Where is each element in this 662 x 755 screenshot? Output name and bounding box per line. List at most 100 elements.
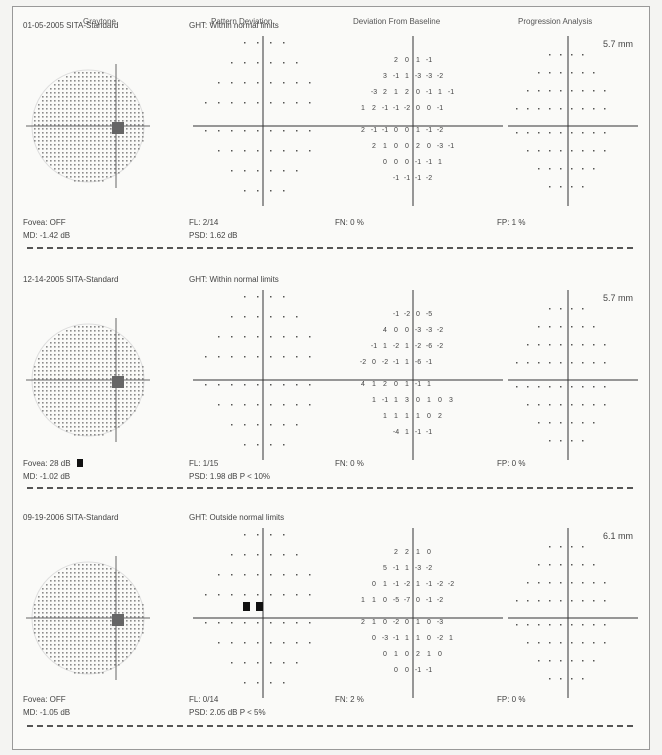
baseline-value: -2 xyxy=(437,343,443,350)
pattern-point xyxy=(257,404,259,406)
pattern-point xyxy=(296,554,298,556)
graytone-dot xyxy=(42,620,44,622)
graytone-dot xyxy=(86,144,88,146)
pattern-point xyxy=(244,336,246,338)
pattern-point xyxy=(309,356,311,358)
graytone-dot xyxy=(58,96,60,98)
baseline-value: 0 xyxy=(405,651,409,658)
graytone-dot xyxy=(94,80,96,82)
graytone-dot xyxy=(46,390,48,392)
graytone-dot xyxy=(82,156,84,158)
graytone-dot xyxy=(54,632,56,634)
graytone-dot xyxy=(38,148,40,150)
graytone-dot xyxy=(66,628,68,630)
graytone-dot xyxy=(114,394,116,396)
graytone-dot xyxy=(122,660,124,662)
graytone-dot xyxy=(78,112,80,114)
graytone-dot xyxy=(66,362,68,364)
graytone-dot xyxy=(62,652,64,654)
graytone-dot xyxy=(122,588,124,590)
graytone-dot xyxy=(126,624,128,626)
graytone-dot xyxy=(78,176,80,178)
graytone-dot xyxy=(82,112,84,114)
graytone-dot xyxy=(98,410,100,412)
graytone-dot xyxy=(58,410,60,412)
graytone-dot xyxy=(94,572,96,574)
pattern-point xyxy=(231,356,233,358)
graytone-dot xyxy=(82,168,84,170)
graytone-dot xyxy=(78,326,80,328)
graytone-dot xyxy=(98,596,100,598)
graytone-dot xyxy=(46,386,48,388)
graytone-dot xyxy=(78,568,80,570)
pattern-point xyxy=(257,130,259,132)
graytone-dot xyxy=(70,120,72,122)
baseline-value: 0 xyxy=(383,159,387,166)
graytone-dot xyxy=(134,366,136,368)
graytone-dot xyxy=(50,374,52,376)
graytone-dot xyxy=(82,426,84,428)
graytone-dot xyxy=(90,672,92,674)
graytone-dot xyxy=(58,390,60,392)
baseline-value: -3 xyxy=(415,73,421,80)
graytone-dot xyxy=(78,394,80,396)
graytone-dot xyxy=(138,104,140,106)
graytone-dot xyxy=(46,414,48,416)
progression-point xyxy=(549,150,551,152)
progression-point xyxy=(538,404,540,406)
baseline-value: 0 xyxy=(427,143,431,150)
graytone-dot xyxy=(90,124,92,126)
progression-point xyxy=(571,344,573,346)
graytone-dot xyxy=(138,608,140,610)
graytone-dot xyxy=(90,88,92,90)
graytone-dot xyxy=(86,378,88,380)
graytone-dot xyxy=(122,406,124,408)
graytone-dot xyxy=(110,660,112,662)
graytone-dot xyxy=(86,620,88,622)
graytone-dot xyxy=(66,144,68,146)
graytone-dot xyxy=(74,92,76,94)
graytone-dot xyxy=(50,160,52,162)
progression-point xyxy=(593,660,595,662)
graytone-dot xyxy=(114,148,116,150)
graytone-dot xyxy=(78,608,80,610)
graytone-dot xyxy=(66,338,68,340)
graytone-dot xyxy=(130,584,132,586)
baseline-value: -1 xyxy=(404,175,410,182)
graytone-dot xyxy=(106,632,108,634)
fovea-value: Fovea: 28 dB xyxy=(23,459,71,468)
progression-point xyxy=(560,326,562,328)
graytone-dot xyxy=(78,116,80,118)
graytone-dot xyxy=(54,612,56,614)
graytone-dot xyxy=(90,628,92,630)
graytone-dot xyxy=(134,362,136,364)
graytone-dot xyxy=(58,624,60,626)
graytone-dot xyxy=(54,580,56,582)
graytone-dot xyxy=(126,584,128,586)
graytone-dot xyxy=(58,100,60,102)
graytone-dot xyxy=(78,100,80,102)
progression-point xyxy=(604,642,606,644)
graytone-dot xyxy=(86,406,88,408)
graytone-dot xyxy=(94,168,96,170)
graytone-dot xyxy=(102,572,104,574)
graytone-dot xyxy=(98,402,100,404)
graytone-dot xyxy=(38,120,40,122)
graytone-dot xyxy=(106,422,108,424)
graytone-dot xyxy=(90,92,92,94)
pattern-point xyxy=(309,130,311,132)
pattern-point xyxy=(283,190,285,192)
graytone-dot xyxy=(82,636,84,638)
graytone-dot xyxy=(66,176,68,178)
pattern-point xyxy=(296,424,298,426)
graytone-dot xyxy=(86,132,88,134)
pattern-point xyxy=(270,150,272,152)
graytone-dot xyxy=(98,668,100,670)
progression-point xyxy=(582,108,584,110)
baseline-value: 0 xyxy=(372,359,376,366)
graytone-dot xyxy=(134,592,136,594)
graytone-dot xyxy=(54,104,56,106)
graytone-dot xyxy=(62,100,64,102)
graytone-dot xyxy=(126,386,128,388)
graytone-dot xyxy=(54,370,56,372)
